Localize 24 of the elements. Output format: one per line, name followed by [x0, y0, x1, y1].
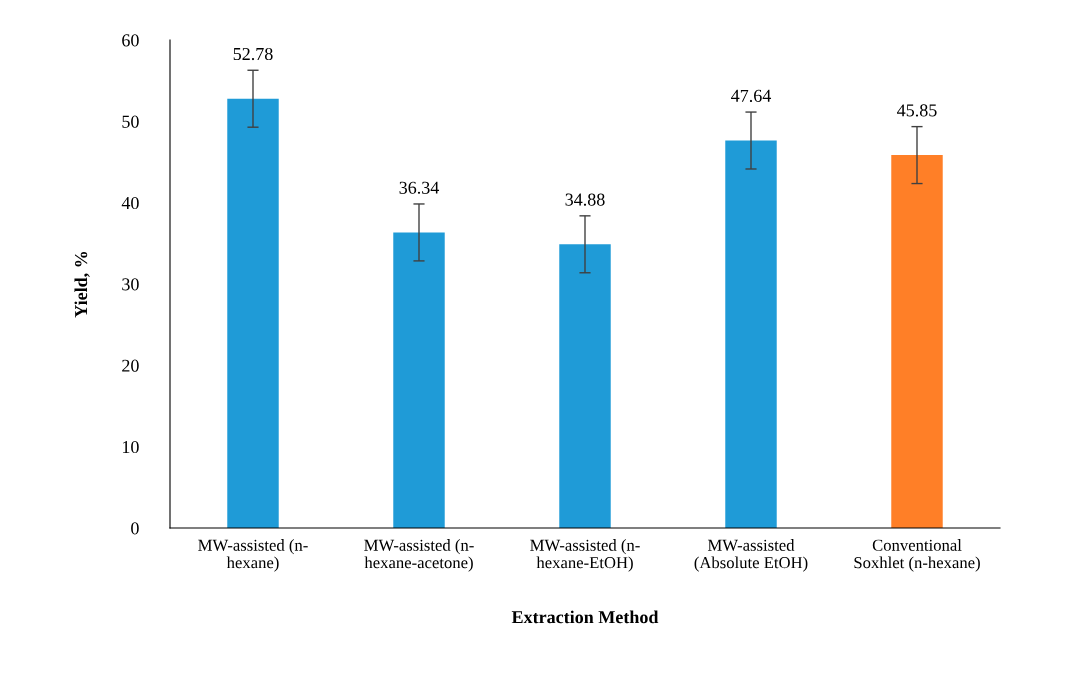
y-tick-label: 20 — [122, 359, 139, 372]
data-label: 47.64 — [731, 89, 772, 102]
bar — [227, 98, 279, 528]
y-tick-label: 30 — [122, 278, 139, 291]
y-tick-label: 10 — [122, 440, 139, 454]
data-label: 52.78 — [233, 47, 273, 61]
y-tick-label: 50 — [122, 115, 139, 128]
x-tick-label: MW-assisted (n- hexane-EtOH) — [530, 539, 640, 572]
data-label: 34.88 — [565, 193, 605, 206]
y-tick-label: 0 — [131, 522, 139, 535]
bar — [393, 232, 445, 528]
y-tick-label: 40 — [121, 196, 139, 210]
bar — [559, 244, 611, 528]
x-axis-title: Extraction Method — [511, 610, 659, 624]
bar — [725, 140, 777, 528]
y-axis-title: Yield, % — [74, 251, 90, 318]
y-tick-label: 60 — [122, 34, 139, 47]
x-tick-label: MW-assisted (n- hexane-acetone) — [364, 539, 474, 572]
x-tick-label: MW-assisted (Absolute EtOH) — [694, 539, 808, 572]
x-tick-label: Conventional Soxhlet (n-hexane) — [854, 539, 980, 572]
bar — [891, 155, 943, 528]
data-label: 45.85 — [897, 104, 937, 117]
data-label: 36.34 — [399, 181, 440, 194]
x-tick-label: MW-assisted (n- hexane) — [198, 539, 308, 572]
